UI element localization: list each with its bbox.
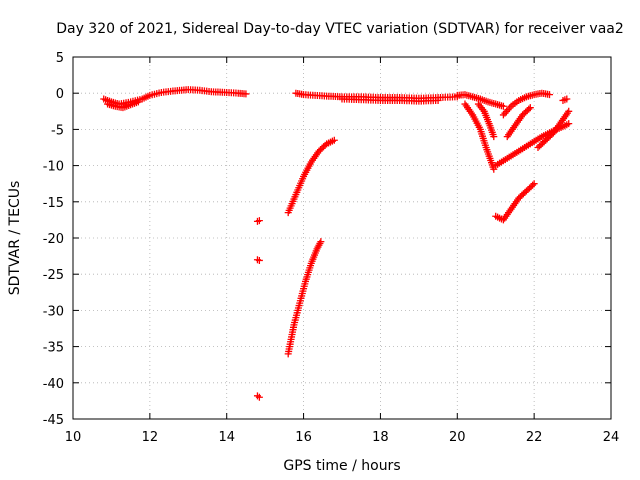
data-points [100, 86, 573, 401]
data-point [317, 238, 325, 246]
x-axis-label: GPS time / hours [283, 458, 400, 474]
y-tick-label: -35 [43, 341, 64, 356]
data-point [255, 393, 263, 401]
data-point [565, 107, 573, 115]
x-tick-label: 18 [372, 430, 389, 445]
data-point [525, 105, 533, 113]
x-tick-label: 16 [295, 430, 312, 445]
data-point [134, 98, 142, 106]
data-point [242, 90, 250, 98]
x-axis-ticks: 10 12 14 16 18 20 22 24 [65, 57, 620, 445]
y-axis-ticks: 5 0 -5 -10 -15 -20 -25 -30 -35 -40 -45 [43, 51, 611, 428]
y-tick-label: -30 [43, 304, 64, 319]
y-axis-label: SDTVAR / TECUs [7, 181, 23, 296]
y-tick-label: 5 [56, 51, 64, 66]
data-point [434, 96, 442, 104]
chart-title: Day 320 of 2021, Sidereal Day-to-day VTE… [56, 21, 624, 37]
data-point [255, 256, 263, 264]
data-point [530, 180, 538, 188]
data-point [490, 133, 498, 141]
y-tick-label: 0 [56, 87, 64, 102]
x-tick-label: 20 [449, 430, 466, 445]
y-tick-label: -45 [43, 413, 64, 428]
data-point [529, 181, 537, 189]
data-point [546, 91, 554, 99]
data-point [255, 217, 263, 225]
x-tick-label: 24 [603, 430, 620, 445]
data-point [490, 165, 498, 173]
x-tick-label: 12 [142, 430, 159, 445]
grid-lines [73, 57, 611, 419]
data-point [526, 104, 534, 112]
data-point [499, 102, 507, 110]
data-point [563, 95, 571, 103]
data-point [330, 136, 338, 144]
data-point [565, 120, 573, 128]
y-tick-label: -15 [43, 196, 64, 211]
y-tick-label: -25 [43, 268, 64, 283]
y-tick-label: -10 [43, 160, 64, 175]
y-tick-label: -5 [51, 123, 64, 138]
x-tick-label: 10 [65, 430, 82, 445]
x-tick-label: 22 [526, 430, 543, 445]
x-tick-label: 14 [218, 430, 235, 445]
y-tick-label: -40 [43, 377, 64, 392]
y-tick-label: -20 [43, 232, 64, 247]
